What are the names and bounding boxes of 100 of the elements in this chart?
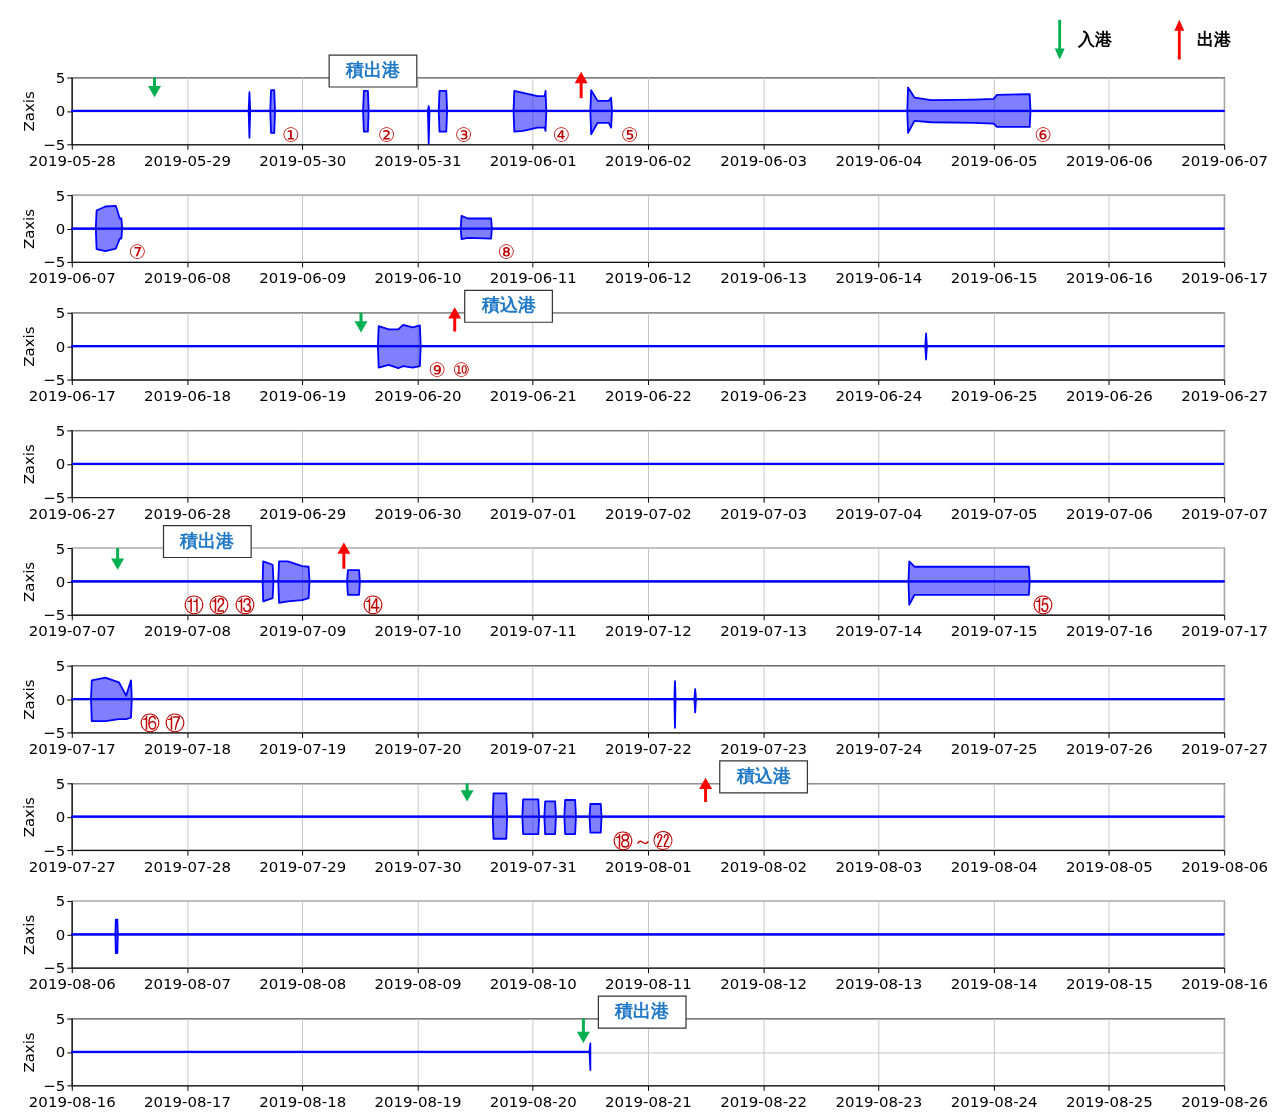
x-tick-label: 2019-06-12 <box>605 269 692 288</box>
x-tick-label: 2019-06-28 <box>144 504 231 523</box>
x-tick-label: 2019-08-20 <box>489 1092 577 1111</box>
legend-label: 入港 <box>1076 28 1113 49</box>
y-tick-label: 0 <box>55 455 66 474</box>
annotation: ⑩ <box>452 359 471 383</box>
x-tick-label: 2019-06-19 <box>259 386 347 405</box>
y-tick-label: 0 <box>55 337 66 356</box>
x-tick-label: 2019-08-19 <box>374 1092 462 1111</box>
x-tick-label: 2019-06-20 <box>374 386 462 405</box>
x-tick-label: 2019-08-03 <box>835 857 923 876</box>
y-axis-title: Zaxis <box>20 796 39 838</box>
annotation: ⑥ <box>1034 123 1053 147</box>
x-tick-label: 2019-07-19 <box>259 739 347 758</box>
y-tick-label: 0 <box>55 808 66 827</box>
x-tick-label: 2019-06-16 <box>1066 269 1153 288</box>
y-axis-title: Zaxis <box>20 561 39 603</box>
x-tick-label: 2019-08-08 <box>259 975 347 994</box>
annotation: ③ <box>454 123 473 147</box>
y-tick-label: 5 <box>55 657 66 676</box>
annotation: ⑱～㉒ <box>613 829 674 853</box>
x-tick-label: 2019-07-29 <box>259 857 347 876</box>
annotation: ⑫ <box>209 594 230 618</box>
annotation: ① <box>282 123 300 147</box>
x-tick-label: 2019-08-14 <box>950 975 1038 994</box>
annotation: ② <box>377 123 396 147</box>
x-tick-label: 2019-07-27 <box>28 857 116 876</box>
x-tick-label: 2019-08-15 <box>1066 975 1153 994</box>
x-tick-label: 2019-07-03 <box>720 504 808 523</box>
y-tick-label: 5 <box>55 304 66 323</box>
x-tick-label: 2019-08-11 <box>605 975 692 994</box>
x-tick-label: 2019-06-08 <box>144 269 231 288</box>
x-tick-label: 2019-06-10 <box>374 269 462 288</box>
annotation: ⑬ <box>235 594 256 618</box>
x-tick-label: 2019-08-17 <box>144 1092 231 1111</box>
x-tick-label: 2019-08-18 <box>259 1092 347 1111</box>
x-tick-label: 2019-08-01 <box>605 857 692 876</box>
x-tick-label: 2019-07-01 <box>489 504 577 523</box>
x-tick-label: 2019-08-16 <box>1181 975 1269 994</box>
y-axis-title: Zaxis <box>20 444 39 485</box>
y-tick-label: −5 <box>43 488 66 507</box>
y-tick-label: 0 <box>55 925 66 944</box>
x-tick-label: 2019-07-22 <box>605 739 692 758</box>
y-tick-label: 0 <box>55 690 66 709</box>
y-tick-label: −5 <box>43 606 66 625</box>
x-tick-label: 2019-08-13 <box>835 975 923 994</box>
x-tick-label: 2019-08-22 <box>720 1092 808 1111</box>
x-tick-label: 2019-08-12 <box>720 975 808 994</box>
x-tick-label: 2019-06-15 <box>950 269 1038 288</box>
legend-label: 出港 <box>1197 28 1233 49</box>
x-tick-label: 2019-07-26 <box>1066 739 1153 758</box>
y-axis-title: Zaxis <box>20 679 39 720</box>
x-tick-label: 2019-06-17 <box>1181 269 1269 288</box>
y-tick-label: 5 <box>55 774 66 793</box>
annotation: ⑧ <box>497 241 516 265</box>
x-tick-label: 2019-07-17 <box>28 739 116 758</box>
x-tick-label: 2019-07-27 <box>1181 739 1269 758</box>
x-tick-label: 2019-06-02 <box>605 151 692 170</box>
y-tick-label: −5 <box>43 135 66 154</box>
x-tick-label: 2019-06-25 <box>950 386 1038 405</box>
x-tick-label: 2019-07-06 <box>1066 504 1153 523</box>
x-tick-label: 2019-08-25 <box>1066 1092 1153 1111</box>
annotation: ⑮ <box>1032 594 1053 618</box>
annotation: ⑨ <box>428 359 447 383</box>
x-tick-label: 2019-06-27 <box>1181 386 1269 405</box>
y-axis-title: Zaxis <box>20 91 39 132</box>
x-tick-label: 2019-07-02 <box>605 504 692 523</box>
annotation: ⑤ <box>620 123 639 147</box>
y-tick-label: 5 <box>55 1010 66 1029</box>
annotation: 積出港 <box>344 59 401 81</box>
annotation: ⑰ <box>165 711 186 735</box>
x-tick-label: 2019-06-23 <box>720 386 808 405</box>
x-tick-label: 2019-07-17 <box>1181 622 1269 641</box>
x-tick-label: 2019-08-04 <box>950 857 1038 876</box>
annotation: 積出港 <box>614 1000 671 1022</box>
x-tick-label: 2019-07-04 <box>835 504 923 523</box>
y-axis-title: Zaxis <box>20 914 39 955</box>
x-tick-label: 2019-07-09 <box>259 622 347 641</box>
y-tick-label: 5 <box>55 892 66 911</box>
y-tick-label: −5 <box>43 959 66 978</box>
x-tick-label: 2019-06-27 <box>28 504 116 523</box>
y-tick-label: 0 <box>55 1043 66 1062</box>
x-tick-label: 2019-07-05 <box>950 504 1038 523</box>
x-tick-label: 2019-05-28 <box>28 151 116 170</box>
x-tick-label: 2019-06-07 <box>1181 151 1269 170</box>
x-tick-label: 2019-07-16 <box>1066 622 1153 641</box>
y-axis-title: Zaxis <box>20 326 39 367</box>
x-tick-label: 2019-06-07 <box>28 269 116 288</box>
annotation: ⑦ <box>128 241 147 265</box>
y-axis-title: Zaxis <box>20 1032 39 1073</box>
x-tick-label: 2019-06-22 <box>605 386 692 405</box>
annotation: ④ <box>552 123 571 147</box>
y-tick-label: −5 <box>43 1076 66 1095</box>
x-tick-label: 2019-07-15 <box>950 622 1038 641</box>
annotation: 積込港 <box>735 764 792 786</box>
x-tick-label: 2019-08-06 <box>28 975 116 994</box>
x-tick-label: 2019-08-24 <box>950 1092 1038 1111</box>
x-tick-label: 2019-07-07 <box>1181 504 1269 523</box>
x-tick-label: 2019-06-29 <box>259 504 347 523</box>
x-tick-label: 2019-07-20 <box>374 739 462 758</box>
